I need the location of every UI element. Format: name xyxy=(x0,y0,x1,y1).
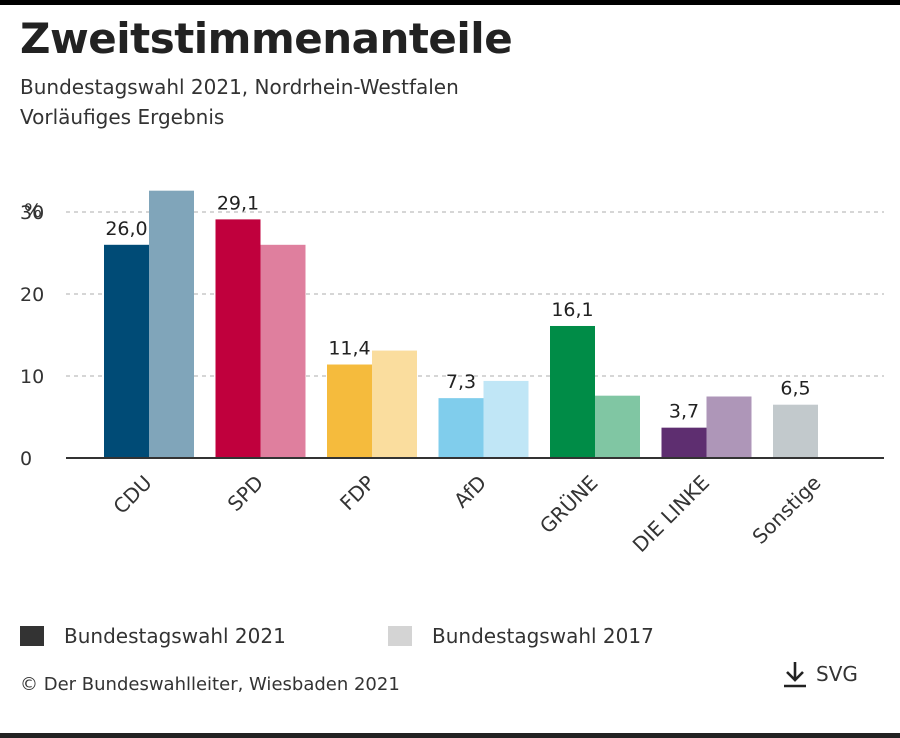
bar-2021-sonstige xyxy=(773,404,818,458)
download-svg-label: SVG xyxy=(816,662,858,686)
bar-2021-gr-ne xyxy=(550,325,595,458)
y-tick-label-10: 10 xyxy=(20,366,44,388)
category-label-cdu: CDU xyxy=(108,471,156,519)
legend-item-2017: Bundestagswahl 2017 xyxy=(388,624,654,648)
category-label-gr-ne: GRÜNE xyxy=(535,471,603,539)
subtitle-line-1: Bundestagswahl 2021, Nordrhein-Westfalen xyxy=(20,75,459,99)
bar-chart: 0 10 20 30% 26,0 CDU 29,1 SPD 11,4 FDP 7,3 AfD 16,1 G… xyxy=(20,190,884,557)
legend-label-2021: Bundestagswahl 2021 xyxy=(64,624,286,648)
subtitle-line-2: Vorläufiges Ergebnis xyxy=(20,105,225,129)
bar-2017-die-linke xyxy=(706,396,752,458)
bar-2017-afd xyxy=(483,380,529,458)
category-label-sonstige: Sonstige xyxy=(747,471,825,549)
bar-2021-cdu xyxy=(104,244,149,458)
data-label-sonstige: 6,5 xyxy=(780,378,810,400)
y-tick-label-30: 30 xyxy=(20,202,44,224)
data-label-gr-ne: 16,1 xyxy=(551,299,593,321)
category-label-die-linke: DIE LINKE xyxy=(628,471,714,557)
download-svg-button[interactable]: SVG xyxy=(782,660,858,688)
bar-2021-afd xyxy=(438,398,484,458)
chart-subtitle: Bundestagswahl 2021, Nordrhein-Westfalen… xyxy=(20,72,459,132)
bar-2017-gr-ne xyxy=(595,395,640,458)
data-label-die-linke: 3,7 xyxy=(669,401,699,423)
legend-swatch-2017 xyxy=(388,626,412,646)
chart-title: Zweitstimmenanteile xyxy=(20,14,513,63)
data-label-spd: 29,1 xyxy=(217,192,259,214)
bar-2017-fdp xyxy=(372,350,417,458)
category-label-afd: AfD xyxy=(449,471,491,513)
source-credit: © Der Bundeswahlleiter, Wiesbaden 2021 xyxy=(20,674,400,695)
y-tick-label-0: 0 xyxy=(20,448,32,470)
data-label-afd: 7,3 xyxy=(446,371,476,393)
data-label-cdu: 26,0 xyxy=(105,218,147,240)
bar-2017-spd xyxy=(260,244,306,458)
bar-2021-spd xyxy=(215,219,261,458)
bar-2017-cdu xyxy=(149,190,194,458)
y-unit-label: % xyxy=(24,200,42,222)
bar-2021-fdp xyxy=(327,364,372,458)
download-arrow-icon xyxy=(784,662,806,688)
legend-label-2017: Bundestagswahl 2017 xyxy=(432,624,654,648)
bar-2021-die-linke xyxy=(661,427,707,458)
y-tick-label-20: 20 xyxy=(20,284,44,306)
bottom-border xyxy=(0,733,900,738)
category-label-fdp: FDP xyxy=(335,471,380,516)
legend-item-2021: Bundestagswahl 2021 xyxy=(20,624,286,648)
top-border xyxy=(0,0,900,5)
category-label-spd: SPD xyxy=(223,471,268,516)
data-label-fdp: 11,4 xyxy=(328,338,370,360)
legend-swatch-2021 xyxy=(20,626,44,646)
